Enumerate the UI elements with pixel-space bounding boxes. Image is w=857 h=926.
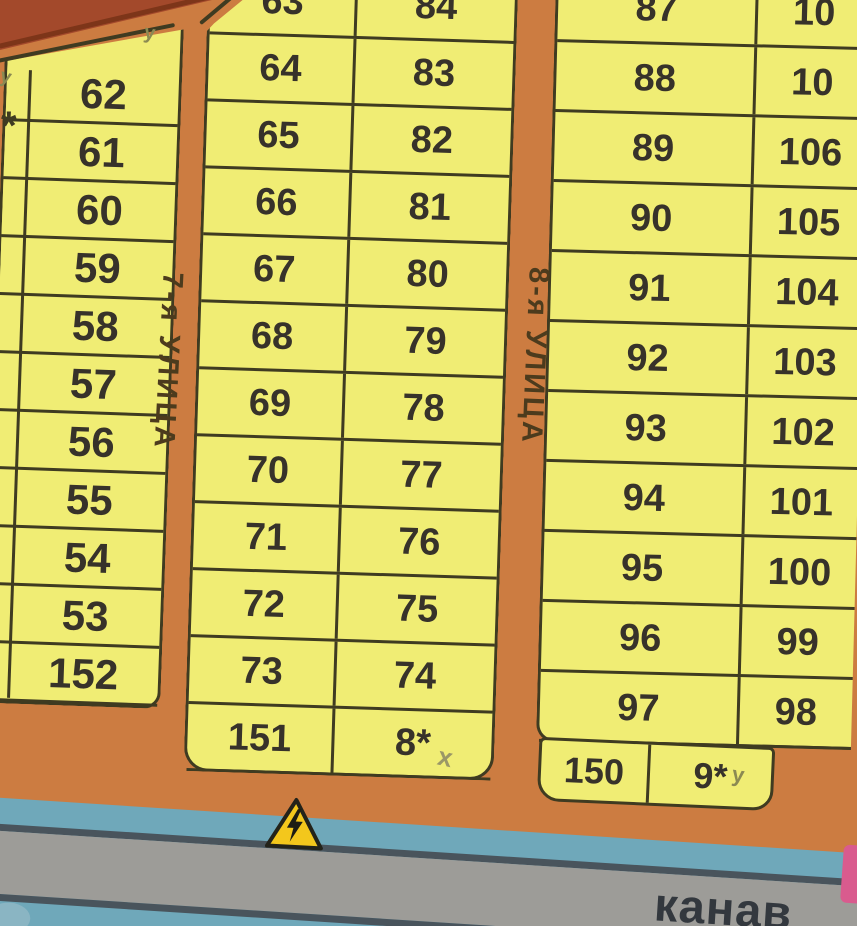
plot-row: 95 100: [542, 531, 857, 611]
plot-row: 71 76: [193, 503, 499, 580]
plot-row: 70 77: [195, 436, 501, 513]
plot-row: 68 79: [199, 302, 505, 379]
plot-number: 99: [737, 607, 855, 678]
plot-number: 61: [77, 127, 126, 176]
plot-number: 90: [629, 196, 673, 240]
plot-number: 66: [254, 180, 299, 225]
plot-number: 89: [631, 126, 675, 170]
plot-number: 68: [250, 314, 294, 359]
plot-number: 76: [337, 508, 499, 577]
pink-marker: [839, 844, 857, 904]
plot-row: 91 104: [549, 251, 857, 331]
plot-block-right: 87 10 88 10 89 106 90 105 91 104: [535, 0, 857, 750]
plot-number: 103: [745, 327, 857, 398]
plot-number: 69: [248, 381, 292, 426]
plot-row: 69 78: [197, 369, 503, 446]
plot-row: 73 74: [189, 637, 495, 714]
plot-row: 92 103: [548, 321, 857, 401]
plot-number: 62: [79, 69, 128, 118]
plot-number: 100: [739, 537, 857, 608]
plot-row: 93 102: [546, 391, 857, 471]
plot-number: 78: [341, 374, 503, 443]
canal-strip: канав: [0, 797, 857, 926]
plot-row: 94 101: [544, 461, 857, 541]
plot-number: 54: [63, 532, 112, 582]
plot-number: 56: [67, 417, 116, 466]
plot-row: 89 106: [553, 112, 857, 191]
plot-row: 58: [0, 295, 171, 359]
plot-row: 152: [0, 643, 159, 707]
plot-number: 106: [750, 117, 857, 188]
plot-number: 101: [741, 467, 857, 538]
faint-circle-mark: [0, 901, 32, 926]
plot-number: 10: [752, 47, 857, 118]
plot-number: 97: [616, 686, 661, 730]
plot-number: 79: [343, 307, 505, 376]
plot-number: 82: [349, 106, 511, 175]
plot-number: 92: [625, 336, 670, 380]
plot-number: 150: [563, 749, 625, 793]
plot-number: 75: [335, 575, 497, 644]
plot-number: 88: [633, 56, 677, 100]
plot-row: 57: [0, 353, 169, 417]
plot-number: 64: [258, 46, 303, 91]
plot-row: 59: [0, 237, 173, 301]
plot-number: 10: [754, 0, 857, 48]
plot-number: 59: [73, 243, 122, 292]
plot-number: 74: [333, 642, 495, 711]
plot-number: 94: [622, 476, 666, 520]
star-mark: *: [1, 104, 17, 148]
plot-row: 67 80: [201, 235, 507, 312]
plot-number: 70: [246, 448, 290, 493]
plot-number: 151: [227, 716, 292, 761]
plot-row: 72 75: [191, 570, 497, 647]
plot-block-middle: 63 84 64 83 65 82 66 81 67 80: [183, 0, 518, 781]
plot-row: 53: [0, 585, 161, 649]
plot-number: 84: [354, 0, 516, 41]
plot-number: 81: [347, 173, 509, 242]
plot-number: 152: [47, 648, 120, 698]
plot-number: 72: [241, 582, 286, 627]
plot-number: 9*: [645, 744, 773, 808]
plot-number: 98: [735, 677, 853, 747]
plot-number: 53: [61, 590, 110, 640]
plot-number: 105: [748, 187, 857, 258]
electric-hazard-icon: [262, 794, 327, 858]
plot-number: 93: [624, 406, 668, 450]
plot-number: 95: [620, 546, 664, 590]
plot-row: 88 10: [555, 42, 857, 121]
plot-row: 54: [0, 527, 163, 591]
canal-label: канав: [652, 877, 795, 926]
plot-number: 102: [743, 397, 857, 468]
plot-row: 65 82: [205, 101, 511, 178]
plot-number: 60: [75, 185, 124, 234]
plot-row: 66 81: [203, 168, 509, 245]
plot-number: 73: [239, 649, 284, 693]
plot-number: 104: [746, 257, 857, 328]
plot-number: 96: [618, 616, 662, 660]
plot-number: 65: [256, 113, 301, 158]
plot-row: 90 105: [551, 182, 857, 261]
plot-number: 83: [352, 39, 514, 108]
plot-row: 64 83: [207, 34, 513, 111]
plot-row: 96 99: [540, 601, 855, 681]
plot-number: 8*: [330, 709, 492, 778]
plot-number: 91: [627, 266, 672, 310]
plot-number: 57: [69, 359, 118, 408]
plot-number: 80: [345, 240, 507, 309]
plot-number: 58: [71, 301, 120, 350]
plot-number: 55: [65, 475, 114, 524]
plot-number: 87: [635, 0, 679, 30]
plot-number: 77: [339, 441, 501, 510]
plot-number: 71: [244, 515, 288, 560]
plot-number: 63: [260, 0, 305, 24]
plot-number: 67: [252, 247, 297, 292]
